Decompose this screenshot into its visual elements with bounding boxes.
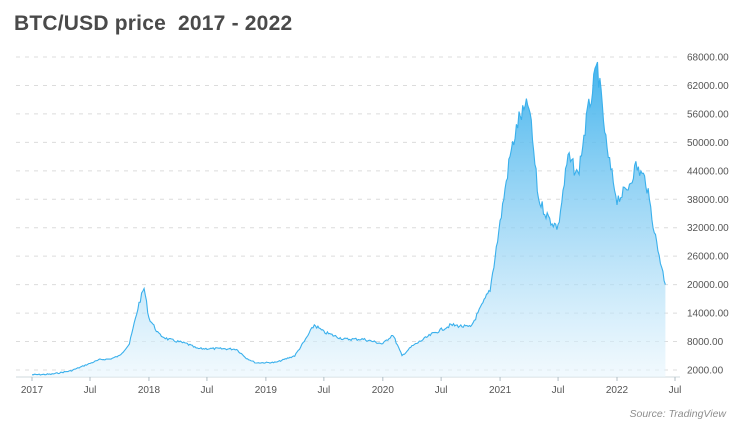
price-series bbox=[31, 61, 666, 377]
y-tick-label: 56000.00 bbox=[687, 109, 729, 120]
x-tick-label: Jul bbox=[669, 385, 682, 396]
y-tick-label: 68000.00 bbox=[687, 53, 729, 64]
x-tick-label: Jul bbox=[317, 385, 330, 396]
price-line bbox=[31, 61, 666, 376]
x-tick-label: 2017 bbox=[21, 385, 44, 396]
x-tick-label: Jul bbox=[201, 385, 214, 396]
price-area-fill bbox=[32, 62, 666, 377]
y-tick-label: 8000.00 bbox=[687, 337, 724, 348]
y-tick-label: 38000.00 bbox=[687, 195, 729, 206]
chart-title: BTC/USD price 2017 - 2022 bbox=[14, 12, 293, 35]
y-tick-label: 20000.00 bbox=[687, 280, 729, 291]
x-tick-label: Jul bbox=[552, 385, 565, 396]
x-tick-label: 2019 bbox=[255, 385, 278, 396]
y-tick-label: 62000.00 bbox=[687, 81, 729, 92]
y-tick-label: 2000.00 bbox=[687, 366, 724, 377]
x-tick-label: Jul bbox=[84, 385, 97, 396]
x-tick-label: 2020 bbox=[372, 385, 395, 396]
y-tick-label: 32000.00 bbox=[687, 223, 729, 234]
y-tick-label: 14000.00 bbox=[687, 309, 729, 320]
source-note: Source: TradingView bbox=[629, 408, 727, 420]
x-tick-label: 2021 bbox=[489, 385, 512, 396]
x-axis: 2017 Jul 2018 Jul 2019 Jul 2020 Jul 2021 Jul 2022 J… bbox=[21, 377, 682, 396]
x-tick-label: 2018 bbox=[138, 385, 161, 396]
x-tick-label: 2022 bbox=[606, 385, 629, 396]
y-tick-label: 26000.00 bbox=[687, 252, 729, 263]
y-tick-label: 44000.00 bbox=[687, 166, 729, 177]
price-area bbox=[31, 61, 666, 377]
y-axis: 2000.00 8000.00 14000.00 20000.00 26000.00 32… bbox=[687, 53, 729, 377]
y-tick-label: 50000.00 bbox=[687, 138, 729, 149]
x-tick-label: Jul bbox=[435, 385, 448, 396]
